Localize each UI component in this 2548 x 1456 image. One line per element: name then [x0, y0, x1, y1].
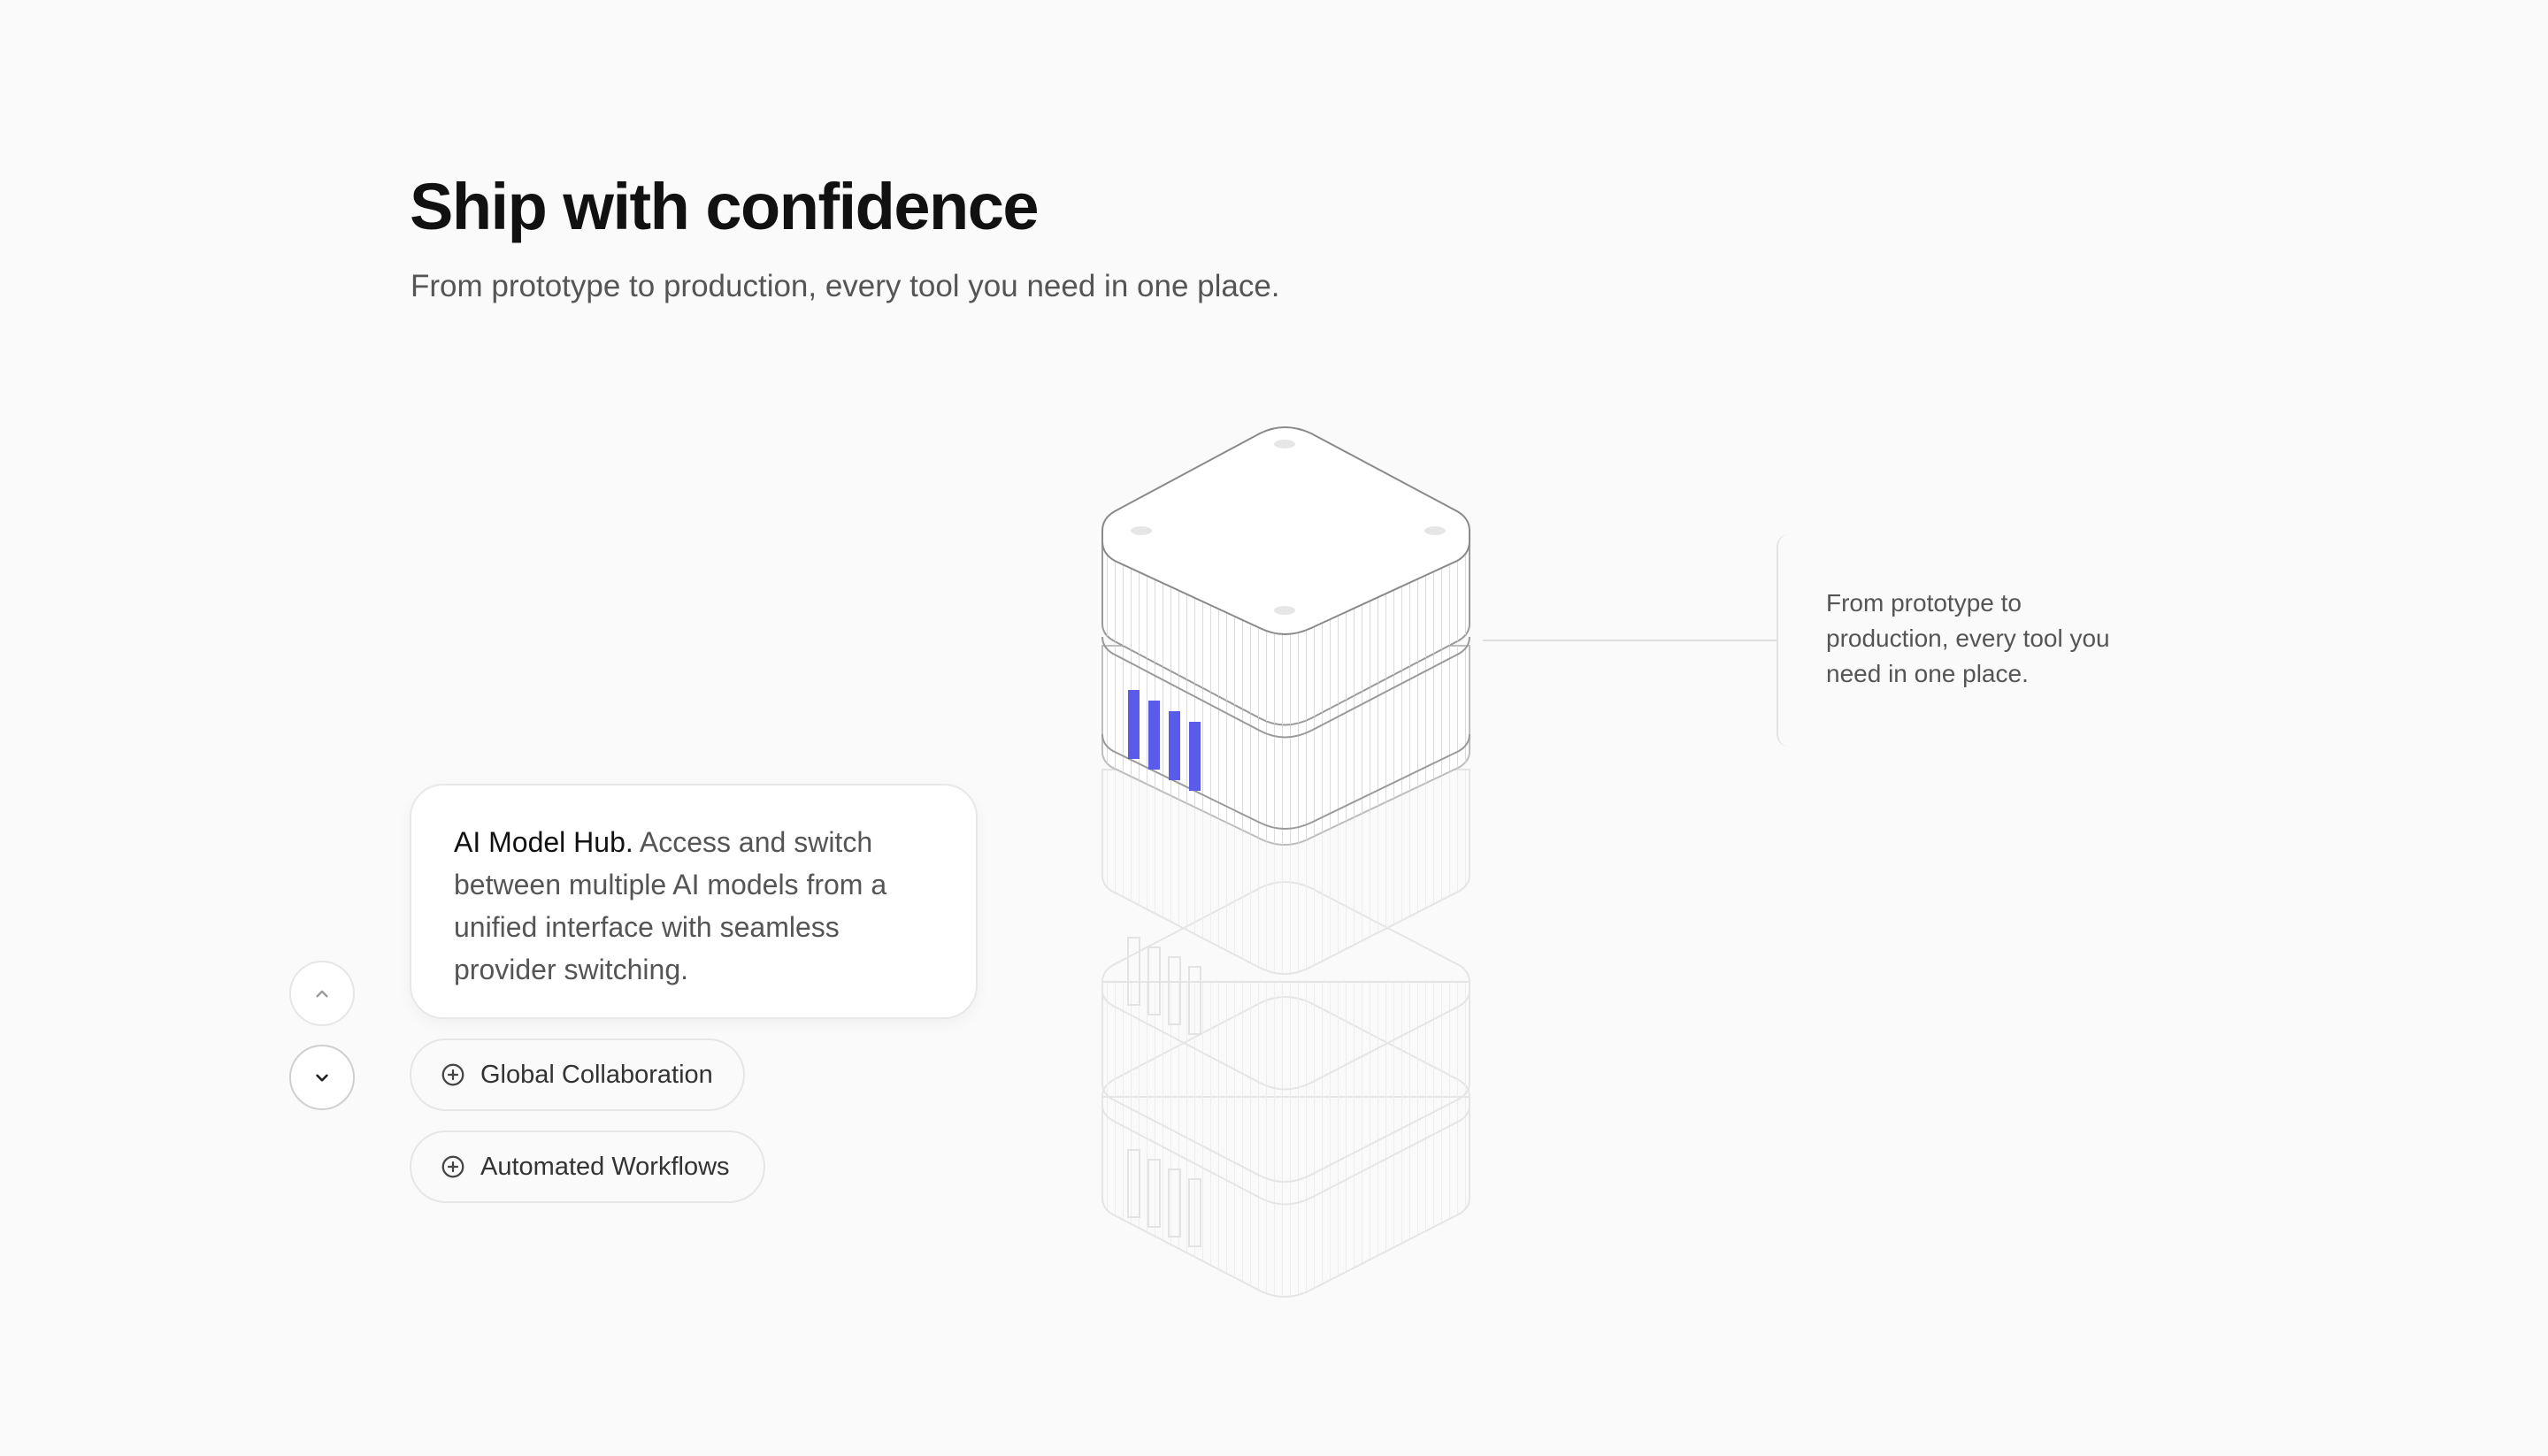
chevron-down-icon	[316, 1074, 328, 1082]
side-note-frame	[1777, 534, 2068, 747]
stacked-server-illustration	[1101, 426, 1557, 1298]
server-layer-faded	[1101, 769, 1470, 1298]
page-subtitle: From prototype to production, every tool…	[411, 269, 1280, 303]
active-feature-card: AI Model Hub. Access and switch between …	[410, 784, 978, 1019]
accent-bars	[1128, 690, 1201, 791]
previous-feature-button[interactable]	[289, 961, 355, 1026]
feature-pill-label: Automated Workflows	[480, 1152, 730, 1181]
chevron-up-icon	[316, 990, 328, 998]
feature-body: Access and switch between multiple AI mo…	[454, 826, 887, 985]
page-title: Ship with confidence	[410, 170, 1040, 243]
feature-pill-global-collaboration[interactable]: Global Collaboration	[410, 1038, 745, 1111]
feature-description: AI Model Hub. Access and switch between …	[454, 821, 935, 991]
connector-line	[1557, 640, 1778, 641]
server-layer-top	[1101, 426, 1470, 739]
side-note-text: From prototype to production, every tool…	[1826, 589, 2110, 687]
feature-pill-label: Global Collaboration	[480, 1060, 713, 1089]
top-feet	[1131, 440, 1446, 615]
next-feature-button[interactable]	[289, 1045, 355, 1110]
plus-circle-icon	[440, 1153, 466, 1180]
feature-title: AI Model Hub.	[454, 826, 633, 858]
plus-circle-icon	[440, 1061, 466, 1088]
feature-pill-automated-workflows[interactable]: Automated Workflows	[410, 1130, 765, 1203]
